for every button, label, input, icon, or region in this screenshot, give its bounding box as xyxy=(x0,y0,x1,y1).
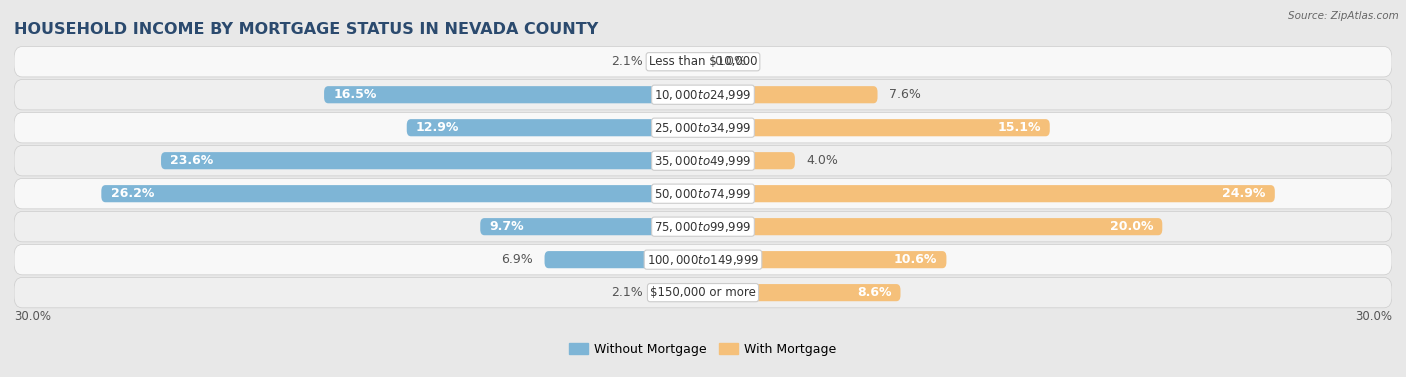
Text: 30.0%: 30.0% xyxy=(1355,310,1392,323)
Text: HOUSEHOLD INCOME BY MORTGAGE STATUS IN NEVADA COUNTY: HOUSEHOLD INCOME BY MORTGAGE STATUS IN N… xyxy=(14,22,599,37)
FancyBboxPatch shape xyxy=(14,80,1392,110)
FancyBboxPatch shape xyxy=(162,152,703,169)
FancyBboxPatch shape xyxy=(14,211,1392,242)
FancyBboxPatch shape xyxy=(14,244,1392,275)
FancyBboxPatch shape xyxy=(406,119,703,136)
Text: 6.9%: 6.9% xyxy=(502,253,533,266)
FancyBboxPatch shape xyxy=(14,277,1392,308)
Text: $25,000 to $34,999: $25,000 to $34,999 xyxy=(654,121,752,135)
Text: 16.5%: 16.5% xyxy=(333,88,377,101)
Text: 15.1%: 15.1% xyxy=(997,121,1040,134)
FancyBboxPatch shape xyxy=(101,185,703,202)
Text: 24.9%: 24.9% xyxy=(1222,187,1265,200)
Text: $150,000 or more: $150,000 or more xyxy=(650,286,756,299)
FancyBboxPatch shape xyxy=(655,284,703,301)
FancyBboxPatch shape xyxy=(14,112,1392,143)
Text: 9.7%: 9.7% xyxy=(489,220,524,233)
Text: 4.0%: 4.0% xyxy=(807,154,838,167)
FancyBboxPatch shape xyxy=(703,284,900,301)
Text: $10,000 to $24,999: $10,000 to $24,999 xyxy=(654,88,752,102)
Text: 7.6%: 7.6% xyxy=(889,88,921,101)
Text: $100,000 to $149,999: $100,000 to $149,999 xyxy=(647,253,759,267)
FancyBboxPatch shape xyxy=(14,146,1392,176)
Text: $50,000 to $74,999: $50,000 to $74,999 xyxy=(654,187,752,201)
FancyBboxPatch shape xyxy=(544,251,703,268)
Text: 2.1%: 2.1% xyxy=(612,55,644,68)
Text: 26.2%: 26.2% xyxy=(111,187,153,200)
FancyBboxPatch shape xyxy=(703,119,1050,136)
FancyBboxPatch shape xyxy=(703,251,946,268)
FancyBboxPatch shape xyxy=(703,86,877,103)
Text: $75,000 to $99,999: $75,000 to $99,999 xyxy=(654,220,752,234)
Text: Source: ZipAtlas.com: Source: ZipAtlas.com xyxy=(1288,11,1399,21)
FancyBboxPatch shape xyxy=(703,218,1163,235)
Text: 10.6%: 10.6% xyxy=(894,253,938,266)
Text: 0.0%: 0.0% xyxy=(714,55,747,68)
FancyBboxPatch shape xyxy=(655,53,703,70)
FancyBboxPatch shape xyxy=(14,47,1392,77)
Legend: Without Mortgage, With Mortgage: Without Mortgage, With Mortgage xyxy=(564,338,842,361)
Text: 23.6%: 23.6% xyxy=(170,154,214,167)
Text: 8.6%: 8.6% xyxy=(856,286,891,299)
FancyBboxPatch shape xyxy=(703,185,1275,202)
Text: Less than $10,000: Less than $10,000 xyxy=(648,55,758,68)
Text: 2.1%: 2.1% xyxy=(612,286,644,299)
Text: 12.9%: 12.9% xyxy=(416,121,460,134)
Text: $35,000 to $49,999: $35,000 to $49,999 xyxy=(654,154,752,168)
FancyBboxPatch shape xyxy=(323,86,703,103)
FancyBboxPatch shape xyxy=(481,218,703,235)
Text: 20.0%: 20.0% xyxy=(1109,220,1153,233)
FancyBboxPatch shape xyxy=(703,152,794,169)
FancyBboxPatch shape xyxy=(14,179,1392,209)
Text: 30.0%: 30.0% xyxy=(14,310,51,323)
